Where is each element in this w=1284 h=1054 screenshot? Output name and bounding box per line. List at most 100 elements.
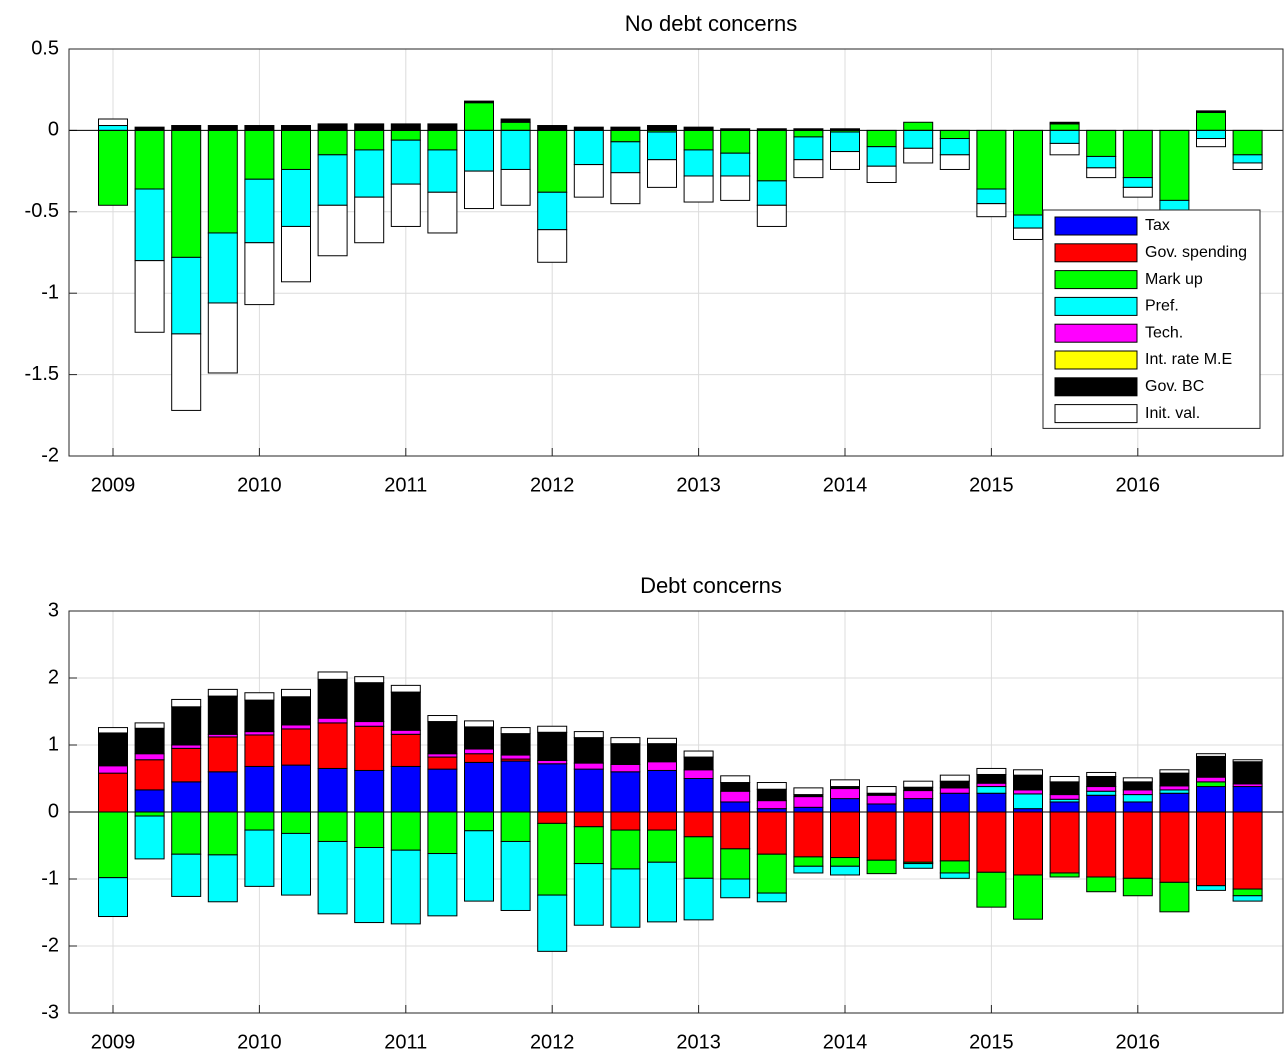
bar-segment: Pref.: [1013, 793, 1043, 810]
y-tick-label: -1: [41, 281, 59, 303]
y-tick-label: -2: [41, 444, 59, 466]
bar-segment: Mark up: [793, 129, 824, 138]
bar-segment: Tech.: [830, 788, 860, 800]
bar-segment: Pref.: [1159, 199, 1190, 211]
bar-segment: Gov. spending: [207, 736, 238, 773]
bar-segment: Mark up: [390, 129, 421, 141]
bar-segment: Mark up: [683, 129, 714, 151]
bar-segment: Gov. BC: [1196, 755, 1226, 778]
bar-segment: Pref.: [573, 863, 604, 926]
bar-segment: Tech.: [756, 800, 787, 810]
bar-segment: Tax: [976, 792, 1007, 813]
bar-segment: Gov. BC: [207, 695, 238, 735]
bar-segment: Mark up: [427, 129, 458, 151]
bar-segment: Init. val.: [647, 159, 677, 188]
bar-segment: Mark up: [1196, 111, 1226, 131]
bar-segment: Init. val.: [793, 787, 824, 796]
bar-segment: Pref.: [427, 853, 458, 917]
bar-segment: Init. val.: [281, 688, 311, 698]
bar-segment: Gov. spending: [1086, 811, 1117, 878]
bar-segment: Init. val.: [500, 727, 531, 735]
bar-segment: Gov. BC: [244, 699, 275, 733]
bar-segment: Init. val.: [1086, 771, 1117, 777]
bar-segment: Pref.: [354, 847, 385, 924]
bar-segment: Pref.: [1122, 794, 1153, 803]
x-tick-label: 2014: [823, 474, 868, 496]
bar-segment: Tech.: [500, 754, 531, 760]
bar-segment: Gov. spending: [610, 811, 641, 831]
bar-segment: Tax: [317, 767, 348, 813]
bar-segment: Mark up: [537, 129, 568, 193]
bar-segment: Gov. BC: [647, 125, 677, 131]
bar-segment: Gov. spending: [354, 725, 385, 771]
bar-segment: Mark up: [207, 129, 238, 234]
bar-segment: Pref.: [537, 894, 568, 952]
bar-segment: Init. val.: [830, 151, 860, 170]
x-tick-label: 2016: [1116, 474, 1161, 496]
bar-segment: Mark up: [756, 853, 787, 894]
bar-segment: Init. val.: [1013, 227, 1043, 240]
x-tick-label: 2013: [676, 474, 721, 496]
bar-segment: Init. val.: [98, 118, 128, 127]
x-tick-label: 2014: [823, 1031, 868, 1053]
bar-segment: Tech.: [171, 744, 202, 749]
bar-segment: Gov. BC: [171, 125, 202, 131]
legend-swatch: [1054, 296, 1138, 316]
bar-segment: Pref.: [390, 139, 421, 185]
bar-segment: Pref.: [500, 129, 531, 170]
bar-segment: Gov. BC: [1013, 774, 1043, 791]
bar-segment: Gov. spending: [830, 811, 860, 859]
bar-segment: Gov. spending: [1159, 811, 1190, 883]
legend-label: Int. rate M.E: [1145, 351, 1232, 368]
bar-segment: Init. val.: [244, 242, 275, 306]
bar-segment: Tech.: [427, 753, 458, 758]
bar-segment: Gov. spending: [793, 811, 824, 858]
bar-segment: Gov. spending: [134, 759, 165, 791]
bar-segment: Mark up: [756, 129, 787, 182]
bar-segment: Pref.: [317, 154, 348, 206]
bar-segment: Pref.: [756, 892, 787, 903]
bar-segment: Mark up: [317, 129, 348, 156]
bar-segment: Tax: [1159, 792, 1190, 813]
x-tick-label: 2016: [1116, 1031, 1161, 1053]
bar-segment: Gov. BC: [720, 782, 751, 792]
bar-segment: Pref.: [500, 840, 531, 911]
bar-segment: Tech.: [610, 763, 641, 773]
bar-segment: Mark up: [281, 811, 311, 834]
bar-segment: Tax: [427, 768, 458, 813]
bar-segment: Init. val.: [573, 164, 604, 198]
bar-segment: Gov. BC: [427, 721, 458, 755]
bar-segment: Pref.: [1196, 885, 1226, 891]
bar-segment: Gov. BC: [207, 125, 238, 131]
bar-segment: Gov. BC: [500, 118, 531, 123]
bar-segment: Gov. BC: [537, 125, 568, 131]
bar-segment: Mark up: [244, 129, 275, 180]
bar-segment: Gov. spending: [1232, 811, 1263, 890]
bar-segment: Tax: [500, 760, 531, 813]
bar-segment: Pref.: [207, 232, 238, 304]
bar-segment: Gov. spending: [756, 811, 787, 855]
chart-title: No debt concerns: [625, 11, 797, 36]
bar-segment: Init. val.: [610, 172, 641, 205]
bar-segment: Gov. spending: [683, 811, 714, 838]
bar-segment: Init. val.: [1196, 138, 1226, 148]
bar-segment: Pref.: [756, 180, 787, 206]
legend-label: Gov. spending: [1145, 244, 1247, 261]
bar-segment: Init. val.: [207, 688, 238, 697]
bar-segment: Gov. BC: [976, 773, 1007, 784]
x-tick-label: 2013: [676, 1031, 721, 1053]
bar-segment: Pref.: [171, 256, 202, 335]
bar-segment: Tech.: [976, 782, 1007, 788]
bar-segment: Pref.: [281, 168, 311, 227]
bar-segment: Gov. spending: [317, 722, 348, 769]
bar-segment: Tax: [756, 808, 787, 813]
bar-segment: Tech.: [244, 731, 275, 736]
bar-segment: Gov. BC: [1122, 781, 1153, 791]
bar-segment: Init. val.: [1086, 167, 1117, 179]
bar-segment: Tax: [1049, 801, 1080, 813]
y-tick-label: 1: [48, 733, 59, 755]
bar-segment: Mark up: [720, 848, 751, 880]
bar-segment: Pref.: [866, 146, 897, 167]
bar-segment: Tech.: [1013, 789, 1043, 795]
legend-swatch: [1054, 404, 1138, 424]
